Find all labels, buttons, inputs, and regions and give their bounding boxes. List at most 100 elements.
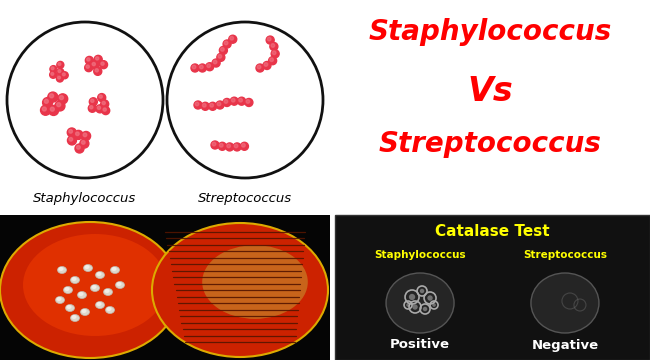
Circle shape	[191, 64, 199, 72]
Circle shape	[271, 44, 275, 47]
Bar	[0, 215, 330, 360]
Ellipse shape	[116, 282, 122, 286]
Circle shape	[192, 65, 196, 69]
Circle shape	[213, 60, 217, 64]
Text: Staphylococcus: Staphylococcus	[374, 250, 466, 260]
Circle shape	[218, 55, 222, 58]
Circle shape	[57, 68, 64, 76]
Text: Staphylococcus: Staphylococcus	[33, 192, 136, 205]
Ellipse shape	[57, 297, 62, 301]
Circle shape	[257, 65, 261, 69]
Circle shape	[88, 104, 96, 112]
Text: Streptococcus: Streptococcus	[523, 250, 607, 260]
Circle shape	[96, 105, 104, 113]
Circle shape	[58, 70, 61, 72]
Text: Vs: Vs	[467, 75, 513, 108]
Circle shape	[68, 136, 77, 145]
Circle shape	[74, 130, 83, 139]
Circle shape	[48, 92, 58, 102]
Ellipse shape	[96, 302, 101, 306]
Circle shape	[103, 108, 107, 111]
Ellipse shape	[70, 315, 79, 321]
Circle shape	[205, 63, 214, 71]
Circle shape	[198, 64, 207, 72]
Circle shape	[58, 63, 61, 66]
Text: Catalase Test: Catalase Test	[436, 224, 550, 238]
Circle shape	[57, 62, 64, 68]
Circle shape	[216, 101, 224, 109]
Circle shape	[245, 99, 253, 107]
Ellipse shape	[202, 245, 308, 319]
Circle shape	[94, 67, 102, 75]
Circle shape	[223, 99, 231, 107]
Circle shape	[223, 40, 231, 48]
Circle shape	[49, 71, 57, 78]
Ellipse shape	[531, 273, 599, 333]
Circle shape	[220, 144, 223, 147]
Circle shape	[432, 303, 436, 307]
Circle shape	[246, 100, 250, 103]
Circle shape	[92, 63, 96, 66]
Ellipse shape	[79, 292, 83, 296]
Ellipse shape	[386, 273, 454, 333]
Circle shape	[239, 98, 242, 102]
Circle shape	[218, 142, 226, 150]
Circle shape	[57, 103, 60, 107]
Ellipse shape	[105, 306, 114, 314]
Ellipse shape	[55, 297, 64, 303]
Ellipse shape	[81, 309, 86, 313]
Circle shape	[207, 64, 211, 68]
Circle shape	[40, 105, 51, 115]
Ellipse shape	[66, 305, 75, 311]
Circle shape	[220, 46, 228, 54]
Circle shape	[101, 100, 109, 108]
Ellipse shape	[0, 222, 180, 358]
Circle shape	[226, 143, 233, 151]
Circle shape	[420, 289, 424, 293]
Ellipse shape	[23, 234, 167, 336]
Circle shape	[272, 51, 276, 55]
Circle shape	[270, 42, 278, 50]
Circle shape	[230, 36, 233, 40]
Circle shape	[49, 94, 53, 98]
Circle shape	[43, 98, 53, 108]
Ellipse shape	[64, 287, 70, 291]
Circle shape	[264, 63, 268, 66]
Ellipse shape	[72, 277, 77, 281]
Ellipse shape	[72, 315, 77, 319]
Circle shape	[94, 55, 102, 63]
Circle shape	[101, 107, 110, 114]
Circle shape	[42, 107, 46, 111]
Circle shape	[231, 98, 235, 102]
Circle shape	[86, 58, 90, 61]
Circle shape	[90, 106, 93, 109]
Circle shape	[271, 50, 279, 58]
Circle shape	[209, 102, 216, 110]
Circle shape	[224, 100, 227, 103]
Circle shape	[55, 101, 65, 111]
Circle shape	[62, 73, 65, 76]
Circle shape	[268, 57, 277, 65]
Circle shape	[69, 130, 72, 133]
Circle shape	[224, 41, 228, 45]
Circle shape	[406, 303, 410, 307]
Circle shape	[229, 35, 237, 43]
Circle shape	[270, 58, 274, 62]
Ellipse shape	[92, 285, 96, 289]
Ellipse shape	[96, 271, 105, 279]
Circle shape	[77, 145, 80, 149]
Circle shape	[212, 142, 216, 146]
Ellipse shape	[103, 288, 112, 296]
Circle shape	[59, 96, 64, 100]
Circle shape	[220, 48, 224, 51]
Circle shape	[86, 65, 89, 68]
Ellipse shape	[152, 223, 328, 357]
Ellipse shape	[83, 265, 92, 271]
Circle shape	[61, 72, 68, 79]
Circle shape	[50, 107, 55, 111]
Circle shape	[200, 65, 203, 69]
Ellipse shape	[57, 266, 66, 274]
Circle shape	[98, 106, 101, 109]
Text: Streptococcus: Streptococcus	[198, 192, 292, 205]
Circle shape	[234, 144, 238, 148]
